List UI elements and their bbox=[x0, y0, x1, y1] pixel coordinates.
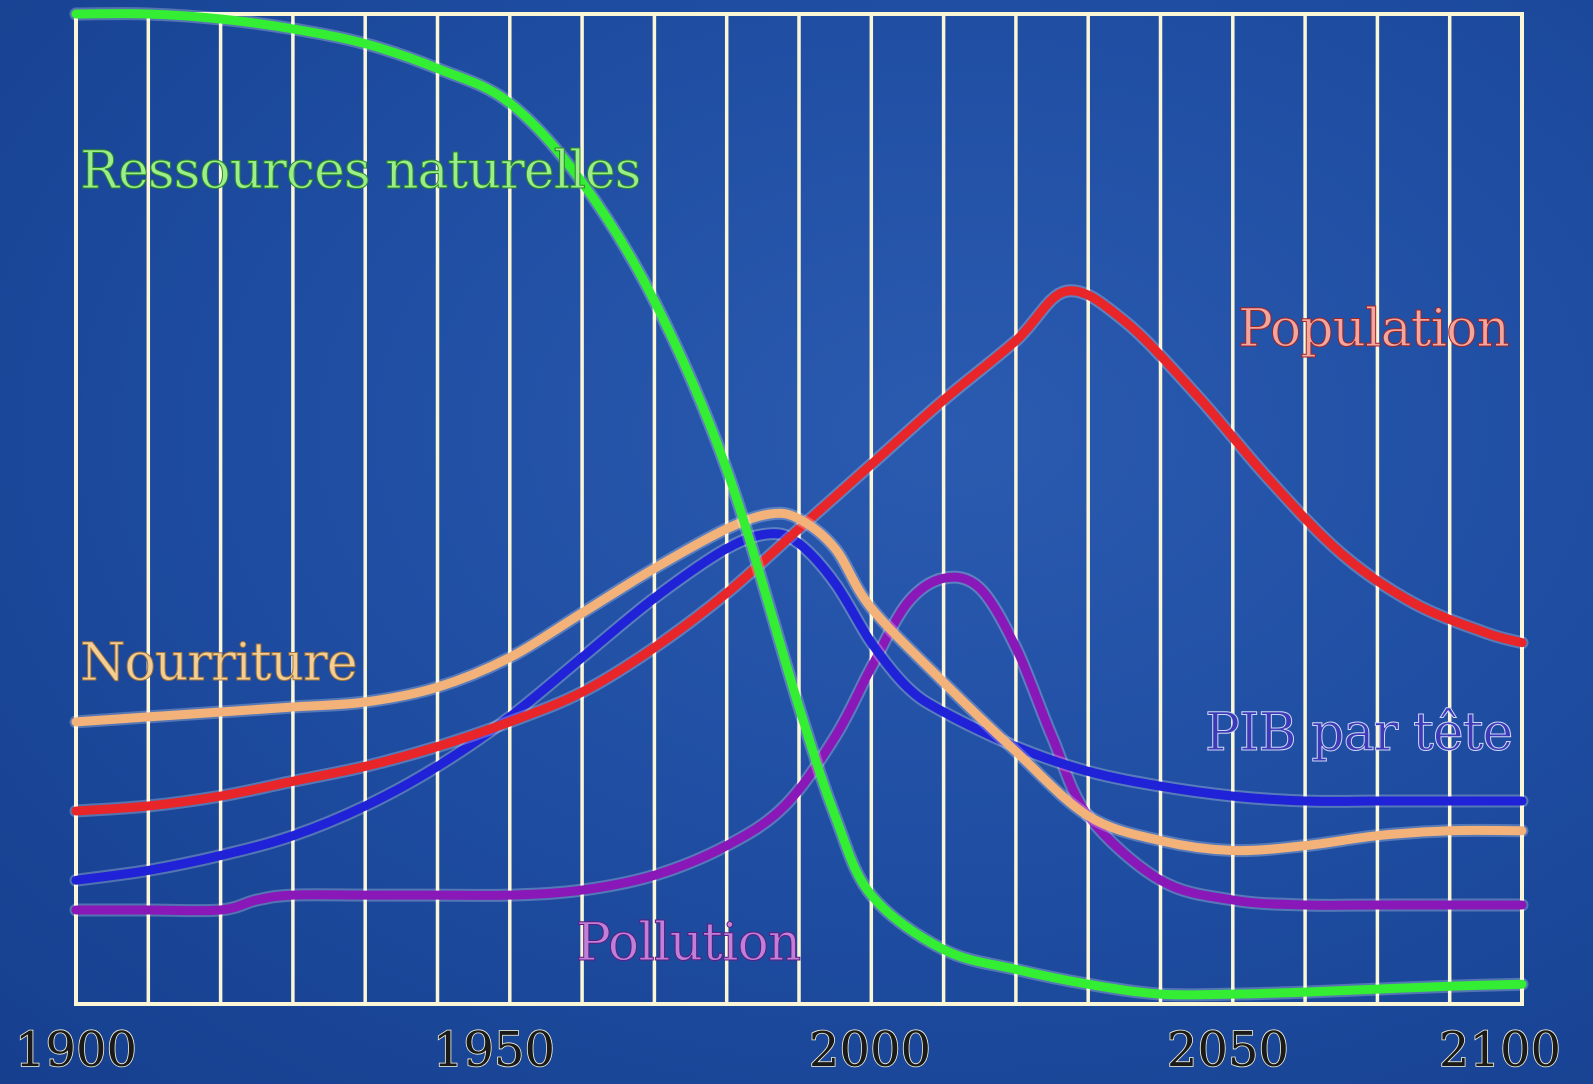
grid bbox=[74, 12, 1524, 1006]
series-lines bbox=[69, 7, 1529, 1002]
series-line-ressources bbox=[71, 9, 1527, 1000]
series-label-population: Population bbox=[1238, 299, 1509, 359]
x-tick-label: 2000 bbox=[809, 1022, 931, 1078]
x-tick-label: 1900 bbox=[15, 1022, 137, 1078]
series-label-pib: PIB par tête bbox=[1205, 703, 1512, 763]
x-tick-label: 2100 bbox=[1439, 1022, 1561, 1078]
series-line-population bbox=[71, 286, 1527, 816]
series-line-pib bbox=[71, 529, 1527, 885]
x-tick-label: 1950 bbox=[433, 1022, 555, 1078]
series-label-ressources: Ressources naturelles bbox=[80, 141, 640, 201]
series-label-nourriture: Nourriture bbox=[80, 633, 357, 693]
x-tick-label: 2050 bbox=[1167, 1022, 1289, 1078]
series-label-pollution: Pollution bbox=[576, 913, 801, 973]
series-line-nourriture bbox=[71, 508, 1527, 856]
series-line-pollution bbox=[71, 572, 1527, 916]
